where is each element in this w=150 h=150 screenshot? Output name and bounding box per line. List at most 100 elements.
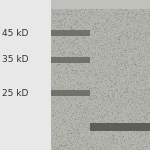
Point — [71, 134, 73, 137]
Point — [101, 41, 104, 43]
Point — [133, 36, 135, 38]
Point — [94, 117, 97, 119]
Point — [95, 0, 97, 3]
Point — [135, 71, 137, 74]
Point — [106, 131, 109, 134]
Point — [109, 27, 112, 29]
Point — [116, 13, 118, 15]
Point — [71, 131, 73, 133]
Point — [61, 28, 64, 30]
Point — [81, 96, 84, 99]
Point — [139, 64, 141, 67]
Point — [119, 34, 121, 36]
Point — [93, 130, 96, 133]
Point — [98, 110, 101, 112]
Point — [92, 57, 94, 60]
Point — [105, 140, 107, 142]
Point — [74, 0, 77, 2]
Point — [79, 144, 81, 147]
Point — [64, 36, 67, 38]
Point — [139, 95, 141, 97]
Point — [115, 11, 117, 13]
Point — [114, 76, 116, 78]
Point — [85, 4, 87, 7]
Point — [118, 117, 121, 120]
Point — [64, 7, 66, 10]
Point — [91, 88, 93, 90]
Point — [63, 70, 65, 72]
Point — [112, 48, 115, 50]
Point — [120, 13, 123, 15]
Point — [64, 3, 67, 6]
Point — [109, 22, 111, 25]
Point — [122, 102, 124, 105]
Point — [83, 68, 85, 70]
Point — [124, 27, 126, 30]
Point — [135, 89, 138, 91]
Point — [86, 3, 89, 6]
Point — [135, 28, 138, 30]
Point — [68, 118, 70, 120]
Point — [119, 50, 121, 52]
Point — [101, 116, 103, 118]
Point — [55, 147, 57, 149]
Point — [130, 89, 132, 91]
Point — [141, 19, 144, 21]
Point — [50, 140, 52, 142]
Point — [129, 50, 131, 52]
Point — [96, 138, 99, 140]
Point — [135, 48, 137, 50]
Point — [51, 98, 54, 100]
Point — [112, 132, 114, 134]
Point — [71, 42, 73, 45]
Point — [93, 10, 96, 12]
Point — [92, 96, 94, 98]
Point — [118, 82, 121, 84]
Point — [103, 48, 106, 51]
Point — [143, 9, 146, 12]
Point — [95, 59, 98, 61]
Point — [108, 89, 111, 92]
Point — [66, 39, 68, 42]
Point — [120, 141, 122, 144]
Point — [114, 117, 117, 119]
Point — [64, 100, 66, 103]
Point — [121, 67, 123, 70]
Point — [102, 94, 105, 97]
Point — [115, 101, 117, 104]
Point — [79, 57, 82, 60]
Point — [105, 83, 107, 85]
Point — [101, 66, 103, 69]
Point — [101, 9, 104, 12]
Point — [76, 36, 79, 38]
Point — [133, 34, 135, 37]
Point — [81, 122, 83, 124]
Point — [96, 18, 98, 21]
Point — [144, 61, 147, 63]
Point — [115, 105, 118, 107]
Point — [133, 51, 136, 53]
Point — [83, 111, 85, 113]
Point — [90, 145, 93, 147]
Point — [58, 90, 61, 92]
Point — [86, 68, 89, 71]
Point — [55, 133, 57, 135]
Point — [132, 42, 134, 44]
Point — [147, 35, 149, 38]
Point — [67, 72, 69, 75]
Point — [64, 13, 67, 15]
Point — [52, 22, 55, 25]
Point — [88, 114, 91, 116]
Point — [139, 123, 141, 126]
Point — [101, 90, 104, 92]
Point — [124, 107, 126, 110]
Point — [130, 7, 132, 9]
Point — [147, 133, 149, 135]
Point — [88, 23, 90, 25]
Point — [71, 148, 73, 150]
Point — [54, 2, 57, 4]
Point — [67, 63, 70, 65]
Point — [128, 39, 131, 42]
Point — [118, 34, 121, 36]
Point — [57, 140, 59, 143]
